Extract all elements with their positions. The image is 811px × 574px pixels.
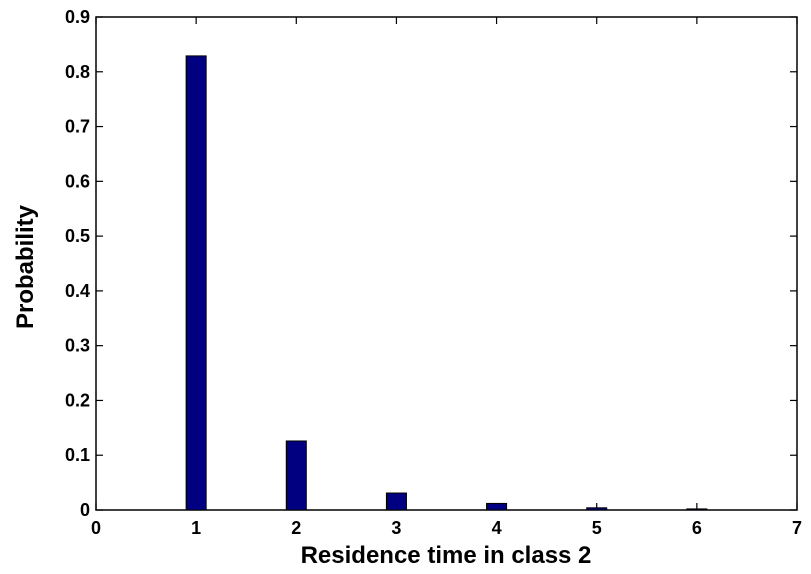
bar-3 [385,492,407,511]
bar-6 [686,508,708,511]
bars [185,55,708,511]
y-tick-label: 0.6 [65,171,90,191]
bar-4 [486,502,508,511]
x-axis-title: Residence time in class 2 [301,542,592,569]
y-tick-label: 0 [80,500,90,520]
y-tick-label: 0.7 [65,117,90,137]
bar-2 [285,440,307,511]
y-tick-label: 0.8 [65,62,90,82]
y-tick-label: 0.4 [65,281,90,301]
y-axis-title: Probability [12,204,39,329]
y-axis-ticks: 0 0.1 0.2 0.3 0.4 0.5 0.6 0.7 0.8 0.9 [65,7,797,520]
x-tick-label: 0 [91,518,101,538]
x-tick-label: 7 [792,518,802,538]
x-tick-label: 4 [492,518,502,538]
x-tick-label: 2 [291,518,301,538]
bar-1 [185,55,207,511]
bar-5 [586,507,608,511]
plot-area [95,16,798,511]
y-tick-label: 0.2 [65,390,90,410]
x-tick-label: 5 [592,518,602,538]
y-tick-label: 0.5 [65,226,90,246]
y-tick-label: 0.9 [65,7,90,27]
y-tick-label: 0.1 [65,445,90,465]
x-tick-label: 1 [191,518,201,538]
x-tick-label: 3 [391,518,401,538]
x-tick-label: 6 [692,518,702,538]
y-tick-label: 0.3 [65,336,90,356]
